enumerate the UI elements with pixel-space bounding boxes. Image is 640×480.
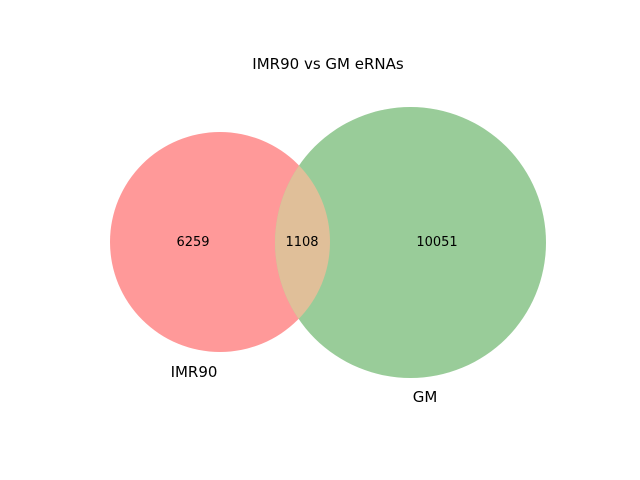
chart-title: IMR90 vs GM eRNAs (252, 55, 404, 73)
count-intersection: 1108 (285, 235, 318, 250)
count-only-gm: 10051 (416, 235, 457, 250)
set-b-circle (275, 107, 546, 378)
set-a-label: IMR90 (171, 363, 218, 381)
set-b-label: GM (413, 388, 438, 406)
set-a-circle (110, 132, 330, 352)
count-only-imr90: 6259 (176, 235, 209, 250)
